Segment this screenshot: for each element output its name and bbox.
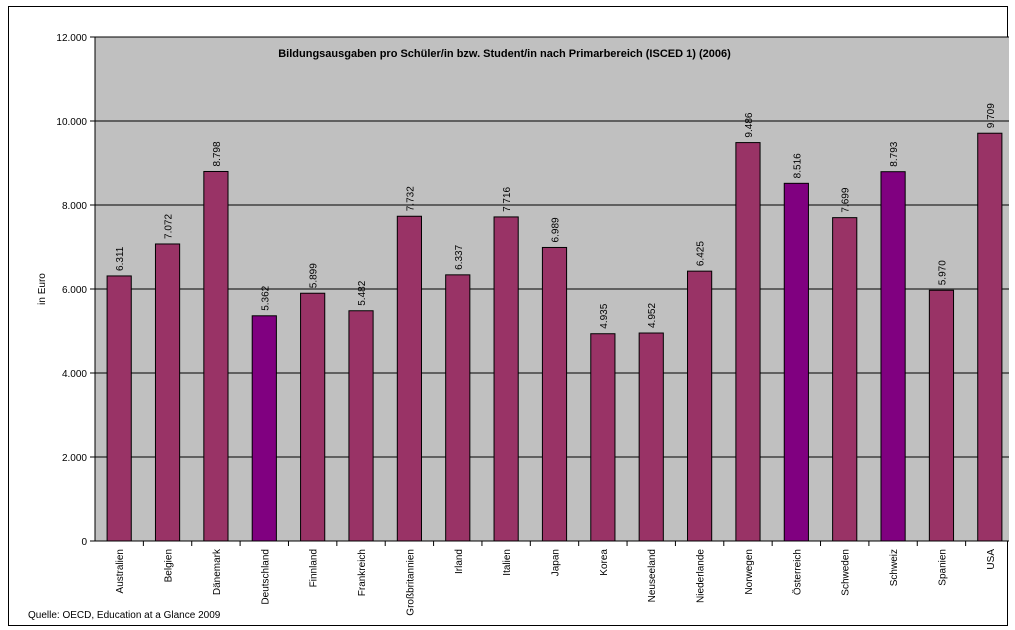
x-tick-label: USA xyxy=(986,549,997,570)
bar xyxy=(300,292,326,542)
bar xyxy=(928,289,955,542)
y-tick-label: 2.000 xyxy=(62,453,87,464)
x-tick-label: Dänemark xyxy=(212,548,223,595)
x-tick-label: Japan xyxy=(551,549,562,576)
x-tick-label: Irland xyxy=(454,549,465,574)
value-label: 8.798 xyxy=(212,141,223,166)
value-label: 9.709 xyxy=(986,103,997,128)
value-label: 6.337 xyxy=(454,244,465,269)
bar xyxy=(638,332,664,542)
bar xyxy=(251,315,277,542)
y-tick-label: 4.000 xyxy=(62,369,87,380)
chart-frame: 0 2.000 4.000 6.000 8.000 10.000 12.000 Bildung… xyxy=(8,6,1009,626)
x-tick-label: Österreich xyxy=(791,549,803,595)
x-tick-label: Finnland xyxy=(309,549,320,587)
bar xyxy=(783,182,809,542)
y-tick-label: 8.000 xyxy=(62,201,87,212)
bar xyxy=(154,243,181,542)
bar xyxy=(590,333,616,542)
value-label: 5.899 xyxy=(309,263,320,288)
value-label: 7.716 xyxy=(502,186,513,211)
x-tick-label: Großbritannien xyxy=(405,549,416,616)
bar xyxy=(445,274,471,542)
value-label: 6.311 xyxy=(115,246,126,271)
bar xyxy=(493,216,519,542)
x-tick-label: Frankreich xyxy=(357,549,368,596)
value-label: 7.699 xyxy=(841,187,852,212)
value-label: 4.935 xyxy=(599,303,610,328)
y-tick-label: 6.000 xyxy=(62,285,87,296)
value-label: 8.516 xyxy=(792,153,803,178)
bar xyxy=(348,310,374,542)
value-label: 7.072 xyxy=(164,214,175,239)
bar xyxy=(203,170,229,542)
y-tick-label: 10.000 xyxy=(56,117,87,128)
x-tick-label: Australien xyxy=(115,549,126,593)
x-tick-label: Norwegen xyxy=(744,549,755,595)
y-tick-label: 12.000 xyxy=(56,33,87,44)
value-label: 6.425 xyxy=(696,241,707,266)
value-label: 5.482 xyxy=(357,280,368,305)
bar xyxy=(687,270,713,542)
value-label: 4.952 xyxy=(647,303,658,328)
x-tick-label: Belgien xyxy=(164,549,175,582)
bar xyxy=(832,217,858,542)
value-label: 7.732 xyxy=(405,186,416,211)
y-axis-label: in Euro xyxy=(37,273,48,305)
x-tick-label: Niederlande xyxy=(696,549,707,603)
bar xyxy=(106,275,132,542)
bar xyxy=(977,132,1003,542)
x-tick-label: Neuseeland xyxy=(647,549,658,602)
value-label: 9.486 xyxy=(744,112,755,137)
x-tick-label: Schweden xyxy=(841,549,852,596)
bar xyxy=(735,142,761,542)
value-label: 8.793 xyxy=(889,141,900,166)
source-note: Quelle: OECD, Education at a Glance 2009 xyxy=(28,610,221,621)
bar xyxy=(396,215,422,542)
value-label: 6.989 xyxy=(551,217,562,242)
x-tick-label: Deutschland xyxy=(260,549,271,605)
bar xyxy=(541,246,568,542)
bar xyxy=(880,171,906,542)
x-tick-label: Spanien xyxy=(937,549,948,586)
value-label: 5.970 xyxy=(937,260,948,285)
bar-chart: 0 2.000 4.000 6.000 8.000 10.000 12.000 Bildung… xyxy=(37,33,1009,616)
value-label: 5.362 xyxy=(260,285,271,310)
x-tick-label: Korea xyxy=(599,549,610,576)
chart-title: Bildungsausgaben pro Schüler/in bzw. Stu… xyxy=(278,48,731,60)
y-tick-label: 0 xyxy=(81,537,87,548)
x-tick-label: Italien xyxy=(502,549,513,576)
x-tick-label: Schweiz xyxy=(889,549,900,586)
